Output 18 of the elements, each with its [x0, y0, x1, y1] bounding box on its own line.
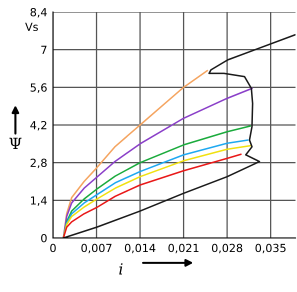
x-tick-label: 0 — [50, 244, 56, 252]
y-tick-label: 4,2 — [30, 120, 46, 131]
x-tick-label: 0,014 — [124, 244, 156, 254]
y-tick-label: 7 — [41, 46, 46, 54]
x-tick-label: 0,021 — [168, 244, 198, 254]
y-tick-label: 0 — [41, 234, 47, 242]
y-tick-label: 5,6 — [30, 83, 47, 93]
text: Vs — [25, 22, 38, 32]
y-tick-label: 8,4 — [30, 8, 47, 18]
x-axis-title: i — [119, 263, 123, 274]
x-tick-label: 0,028 — [212, 244, 242, 254]
line-series — [62, 88, 253, 238]
x-tick-label: 0,035 — [255, 244, 286, 254]
x-tick-label: 0,007 — [81, 244, 112, 254]
y-tick-label: 1,4 — [30, 196, 47, 206]
line-series — [62, 34, 296, 238]
y-tick-label: 2,8 — [30, 158, 47, 168]
y-axis-title: Ψ — [9, 138, 22, 149]
